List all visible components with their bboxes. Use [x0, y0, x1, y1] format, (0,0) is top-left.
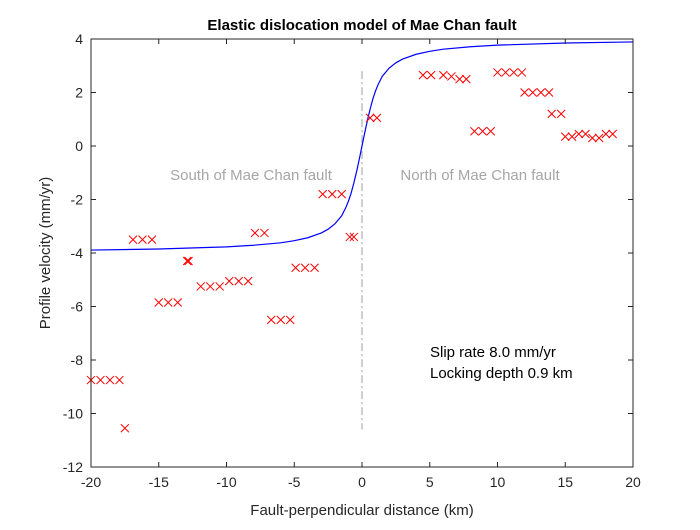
observation-point	[205, 282, 215, 291]
observation-point	[120, 423, 130, 433]
observation-point	[154, 298, 164, 307]
observation-point	[182, 256, 192, 266]
observation-point	[243, 276, 253, 286]
observation-point	[266, 315, 276, 325]
observation-point	[594, 133, 604, 143]
observation-point	[115, 375, 124, 385]
y-axis-ticks: -12 -10 -8 -6 -4 -2 0 2 4	[63, 31, 633, 475]
x-tick-label: 0	[358, 474, 366, 490]
observation-point	[486, 126, 496, 136]
observation-point	[556, 109, 566, 119]
observation-point	[365, 113, 375, 123]
observation-point	[318, 189, 328, 199]
observation-point	[310, 263, 319, 273]
observation-point	[581, 129, 590, 139]
observation-point	[349, 232, 359, 242]
points-layer	[86, 68, 618, 433]
observation-point	[547, 109, 557, 119]
observation-point	[517, 68, 527, 77]
observation-point	[372, 113, 382, 123]
observation-point	[147, 235, 157, 244]
x-tick-label: -15	[149, 474, 169, 490]
observation-point	[300, 263, 310, 273]
y-tick-label: -4	[71, 245, 84, 261]
x-tick-label: 20	[625, 474, 641, 490]
observation-point	[478, 126, 487, 136]
observation-point	[327, 189, 337, 199]
observation-point	[345, 232, 355, 242]
observation-point	[544, 88, 554, 97]
x-tick-label: 5	[426, 474, 434, 490]
observation-point	[560, 132, 570, 141]
observation-point	[138, 235, 147, 244]
model-layer	[90, 41, 634, 251]
observation-point	[163, 298, 173, 307]
observation-point	[250, 228, 260, 238]
observation-point	[536, 88, 546, 97]
observation-point	[234, 276, 244, 286]
x-tick-label: 10	[490, 474, 506, 490]
observation-point	[337, 189, 347, 199]
observation-point	[96, 375, 105, 385]
y-tick-label: -6	[71, 299, 84, 315]
x-tick-label: 15	[557, 474, 573, 490]
x-tick-label: -20	[81, 474, 101, 490]
observation-point	[215, 282, 225, 291]
observation-point	[260, 228, 269, 238]
observation-point	[528, 88, 538, 97]
y-tick-label: 2	[75, 85, 83, 101]
y-tick-label: 4	[75, 31, 83, 47]
y-tick-label: -8	[71, 352, 84, 368]
observation-point	[291, 263, 300, 273]
observation-point	[438, 70, 448, 80]
region-label-south: South of Mae Chan fault	[170, 167, 333, 184]
observation-point	[587, 133, 597, 143]
observation-point	[608, 129, 618, 139]
observation-point	[461, 74, 471, 84]
y-tick-label: -2	[71, 192, 84, 208]
x-axis-ticks: -20 -15 -10 -5 0 5 10 15 20	[81, 39, 641, 490]
observation-point	[574, 129, 584, 139]
model-curve	[90, 41, 634, 251]
observation-point	[196, 282, 206, 291]
x-tick-label: -5	[288, 474, 301, 490]
observation-point	[501, 68, 510, 77]
observation-point	[426, 70, 436, 80]
y-tick-label: -12	[63, 459, 83, 475]
observation-point	[224, 276, 234, 286]
observation-point	[447, 72, 456, 81]
observation-point	[455, 74, 464, 84]
observation-point	[601, 129, 611, 139]
observation-point	[276, 315, 286, 325]
observation-point	[173, 298, 183, 307]
observation-point	[128, 235, 138, 244]
observation-point	[105, 375, 115, 385]
region-label-north: North of Mae Chan fault	[400, 167, 560, 184]
y-tick-label: 0	[75, 138, 83, 154]
annotation-locking-depth: Locking depth 0.9 km	[430, 365, 573, 382]
y-axis-label: Profile velocity (mm/yr)	[37, 177, 54, 330]
observation-point	[493, 68, 502, 77]
observation-point	[520, 88, 529, 97]
observation-point	[470, 126, 479, 136]
observation-point	[509, 68, 519, 77]
observation-point	[567, 132, 577, 141]
chart-title: Elastic dislocation model of Mae Chan fa…	[207, 17, 516, 34]
annotation-slip-rate: Slip rate 8.0 mm/yr	[430, 344, 556, 361]
observation-point	[184, 256, 193, 266]
observation-point	[285, 315, 295, 325]
observation-point	[418, 70, 428, 80]
x-axis-label: Fault-perpendicular distance (km)	[250, 502, 473, 519]
y-tick-label: -10	[63, 406, 83, 422]
x-tick-label: -10	[216, 474, 236, 490]
